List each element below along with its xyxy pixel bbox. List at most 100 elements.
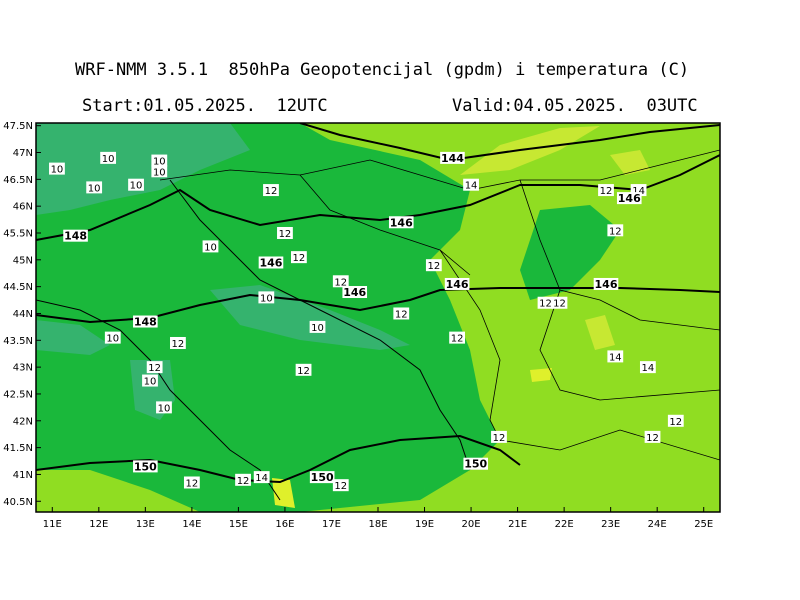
lon-label: 20E	[462, 519, 481, 530]
lon-label: 19E	[415, 519, 434, 530]
height-label-text: 146	[343, 286, 366, 299]
height-label: 150	[133, 460, 158, 473]
temperature-label: 10	[104, 331, 121, 345]
temperature-label-bg	[667, 414, 684, 427]
temperature-label-text: 10	[153, 167, 166, 178]
temperature-label-text: 12	[395, 309, 408, 320]
temperature-label-text: 14	[255, 473, 268, 484]
temperature-label: 12	[290, 251, 307, 264]
temperature-label: 10	[151, 154, 168, 168]
height-label-bg	[133, 460, 158, 473]
height-label: 146	[444, 277, 470, 291]
temperature-label-bg	[607, 350, 624, 363]
valid-time: Valid:04.05.2025. 03UTC	[452, 96, 698, 116]
temp-band-14b	[610, 150, 650, 175]
lat-label: 44.5N	[3, 282, 33, 293]
lon-label: 15E	[229, 519, 248, 530]
temperature-label-bg	[170, 336, 186, 349]
lat-label: 41N	[13, 470, 33, 481]
height-label: 146	[616, 192, 642, 205]
temperature-label: 12	[393, 307, 410, 320]
temperature-label-text: 12	[600, 186, 613, 197]
temperature-label: 12	[332, 479, 349, 492]
temperature-label-text: 12	[493, 433, 506, 444]
height-label-bg	[463, 457, 489, 470]
lat-label: 45.5N	[3, 228, 33, 239]
temperature-label-bg	[183, 476, 200, 489]
temperature-label: 10	[100, 151, 117, 165]
temperature-label: 10	[258, 291, 275, 304]
temperature-label-bg	[253, 471, 270, 484]
lon-label: 11E	[43, 519, 62, 530]
height-label-bg	[616, 192, 642, 205]
start-time: Start:01.05.2025. 12UTC	[82, 96, 328, 116]
lon-label: 18E	[368, 519, 387, 530]
height-label-bg	[258, 256, 284, 269]
temperature-label-text: 12	[293, 253, 306, 264]
height-label-text: 146	[390, 216, 413, 229]
temperature-label-text: 12	[265, 186, 278, 197]
temperature-label-bg	[100, 151, 117, 164]
height-label: 146	[593, 277, 619, 291]
temperature-label: 14	[463, 178, 479, 192]
temp-band-14d	[530, 368, 552, 382]
temperature-label-text: 10	[204, 242, 217, 253]
temperature-label: 12	[551, 296, 568, 310]
temperature-label-text: 10	[153, 157, 166, 168]
height-label-text: 150	[464, 458, 487, 471]
height-label-bg	[593, 277, 619, 290]
temperature-label-text: 12	[148, 363, 161, 374]
temperature-label: 14	[253, 471, 270, 484]
temperature-label: 10	[49, 162, 65, 176]
height-label: 148	[133, 315, 158, 329]
temperature-label-bg	[491, 430, 507, 443]
temperature-label-text: 12	[427, 261, 440, 272]
temp-band-14e	[272, 478, 295, 508]
temperature-label-text: 10	[311, 323, 324, 334]
temperature-label-bg	[537, 296, 554, 309]
map-title: WRF-NMM 3.5.1 850hPa Geopotencijal (gpdm…	[75, 60, 690, 80]
lon-label: 14E	[182, 519, 201, 530]
temperature-label-bg	[86, 181, 103, 194]
lat-label: 43.5N	[3, 336, 33, 347]
temperature-label: 10	[309, 320, 326, 334]
lat-label: 43N	[13, 363, 33, 374]
height-label-text: 146	[595, 278, 618, 291]
lat-label: 47N	[13, 148, 33, 159]
lat-label: 42N	[13, 416, 33, 427]
coastline	[169, 179, 471, 471]
temperature-label-text: 10	[88, 183, 101, 194]
contour-146	[36, 154, 720, 241]
temperature-label-text: 10	[106, 334, 119, 345]
temperature-label-text: 12	[279, 229, 292, 240]
temperature-label: 12	[644, 430, 661, 444]
contour-144	[299, 123, 720, 162]
height-label-text: 146	[446, 278, 469, 291]
height-label-text: 150	[134, 460, 157, 473]
temperature-label: 12	[146, 361, 163, 374]
height-label: 148	[63, 229, 88, 243]
temperature-label: 12	[295, 363, 312, 377]
temperature-label: 12	[263, 184, 279, 197]
temp-band-14c	[585, 315, 615, 350]
lon-label: 24E	[648, 519, 667, 530]
temperature-label: 10	[142, 374, 158, 388]
temperature-label-text: 10	[51, 165, 64, 176]
height-label-text: 146	[259, 257, 282, 270]
temperature-label: 12	[598, 184, 614, 197]
height-label-text: 148	[134, 316, 157, 329]
temperature-label-bg	[142, 374, 158, 387]
longitude-axis: 11E 12E 13E 14E 15E 16E 17E 18E 19E 20E 21E 22E 23E 2…	[43, 507, 713, 530]
temperature-label-text: 10	[158, 403, 171, 414]
lon-label: 23E	[601, 519, 620, 530]
temperature-label-bg	[156, 401, 172, 414]
temperature-label-text: 12	[334, 481, 347, 492]
temperature-label: 12	[332, 275, 349, 288]
temperature-label-text: 12	[186, 478, 199, 489]
temperature-label: 12	[183, 476, 200, 489]
temp-band-14a	[460, 126, 600, 175]
temperature-label: 12	[537, 296, 554, 310]
temperature-label-bg	[309, 320, 326, 333]
coastline-italy	[36, 299, 281, 501]
